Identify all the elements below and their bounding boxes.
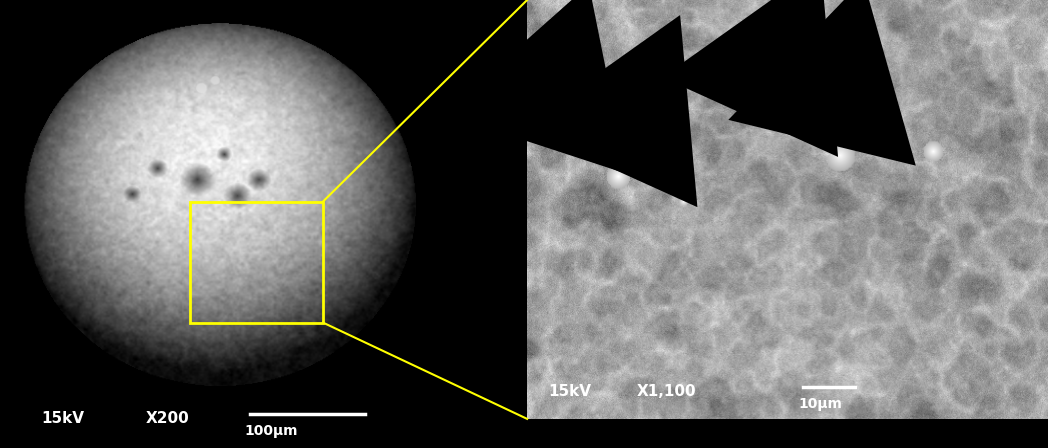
Text: 15kV: 15kV xyxy=(42,411,85,426)
Text: 10μm: 10μm xyxy=(798,397,842,411)
Text: 15kV: 15kV xyxy=(548,384,591,399)
Text: 100μm: 100μm xyxy=(245,423,299,438)
Text: X1,100: X1,100 xyxy=(636,384,696,399)
Text: X200: X200 xyxy=(146,411,190,426)
Bar xyxy=(190,202,323,323)
